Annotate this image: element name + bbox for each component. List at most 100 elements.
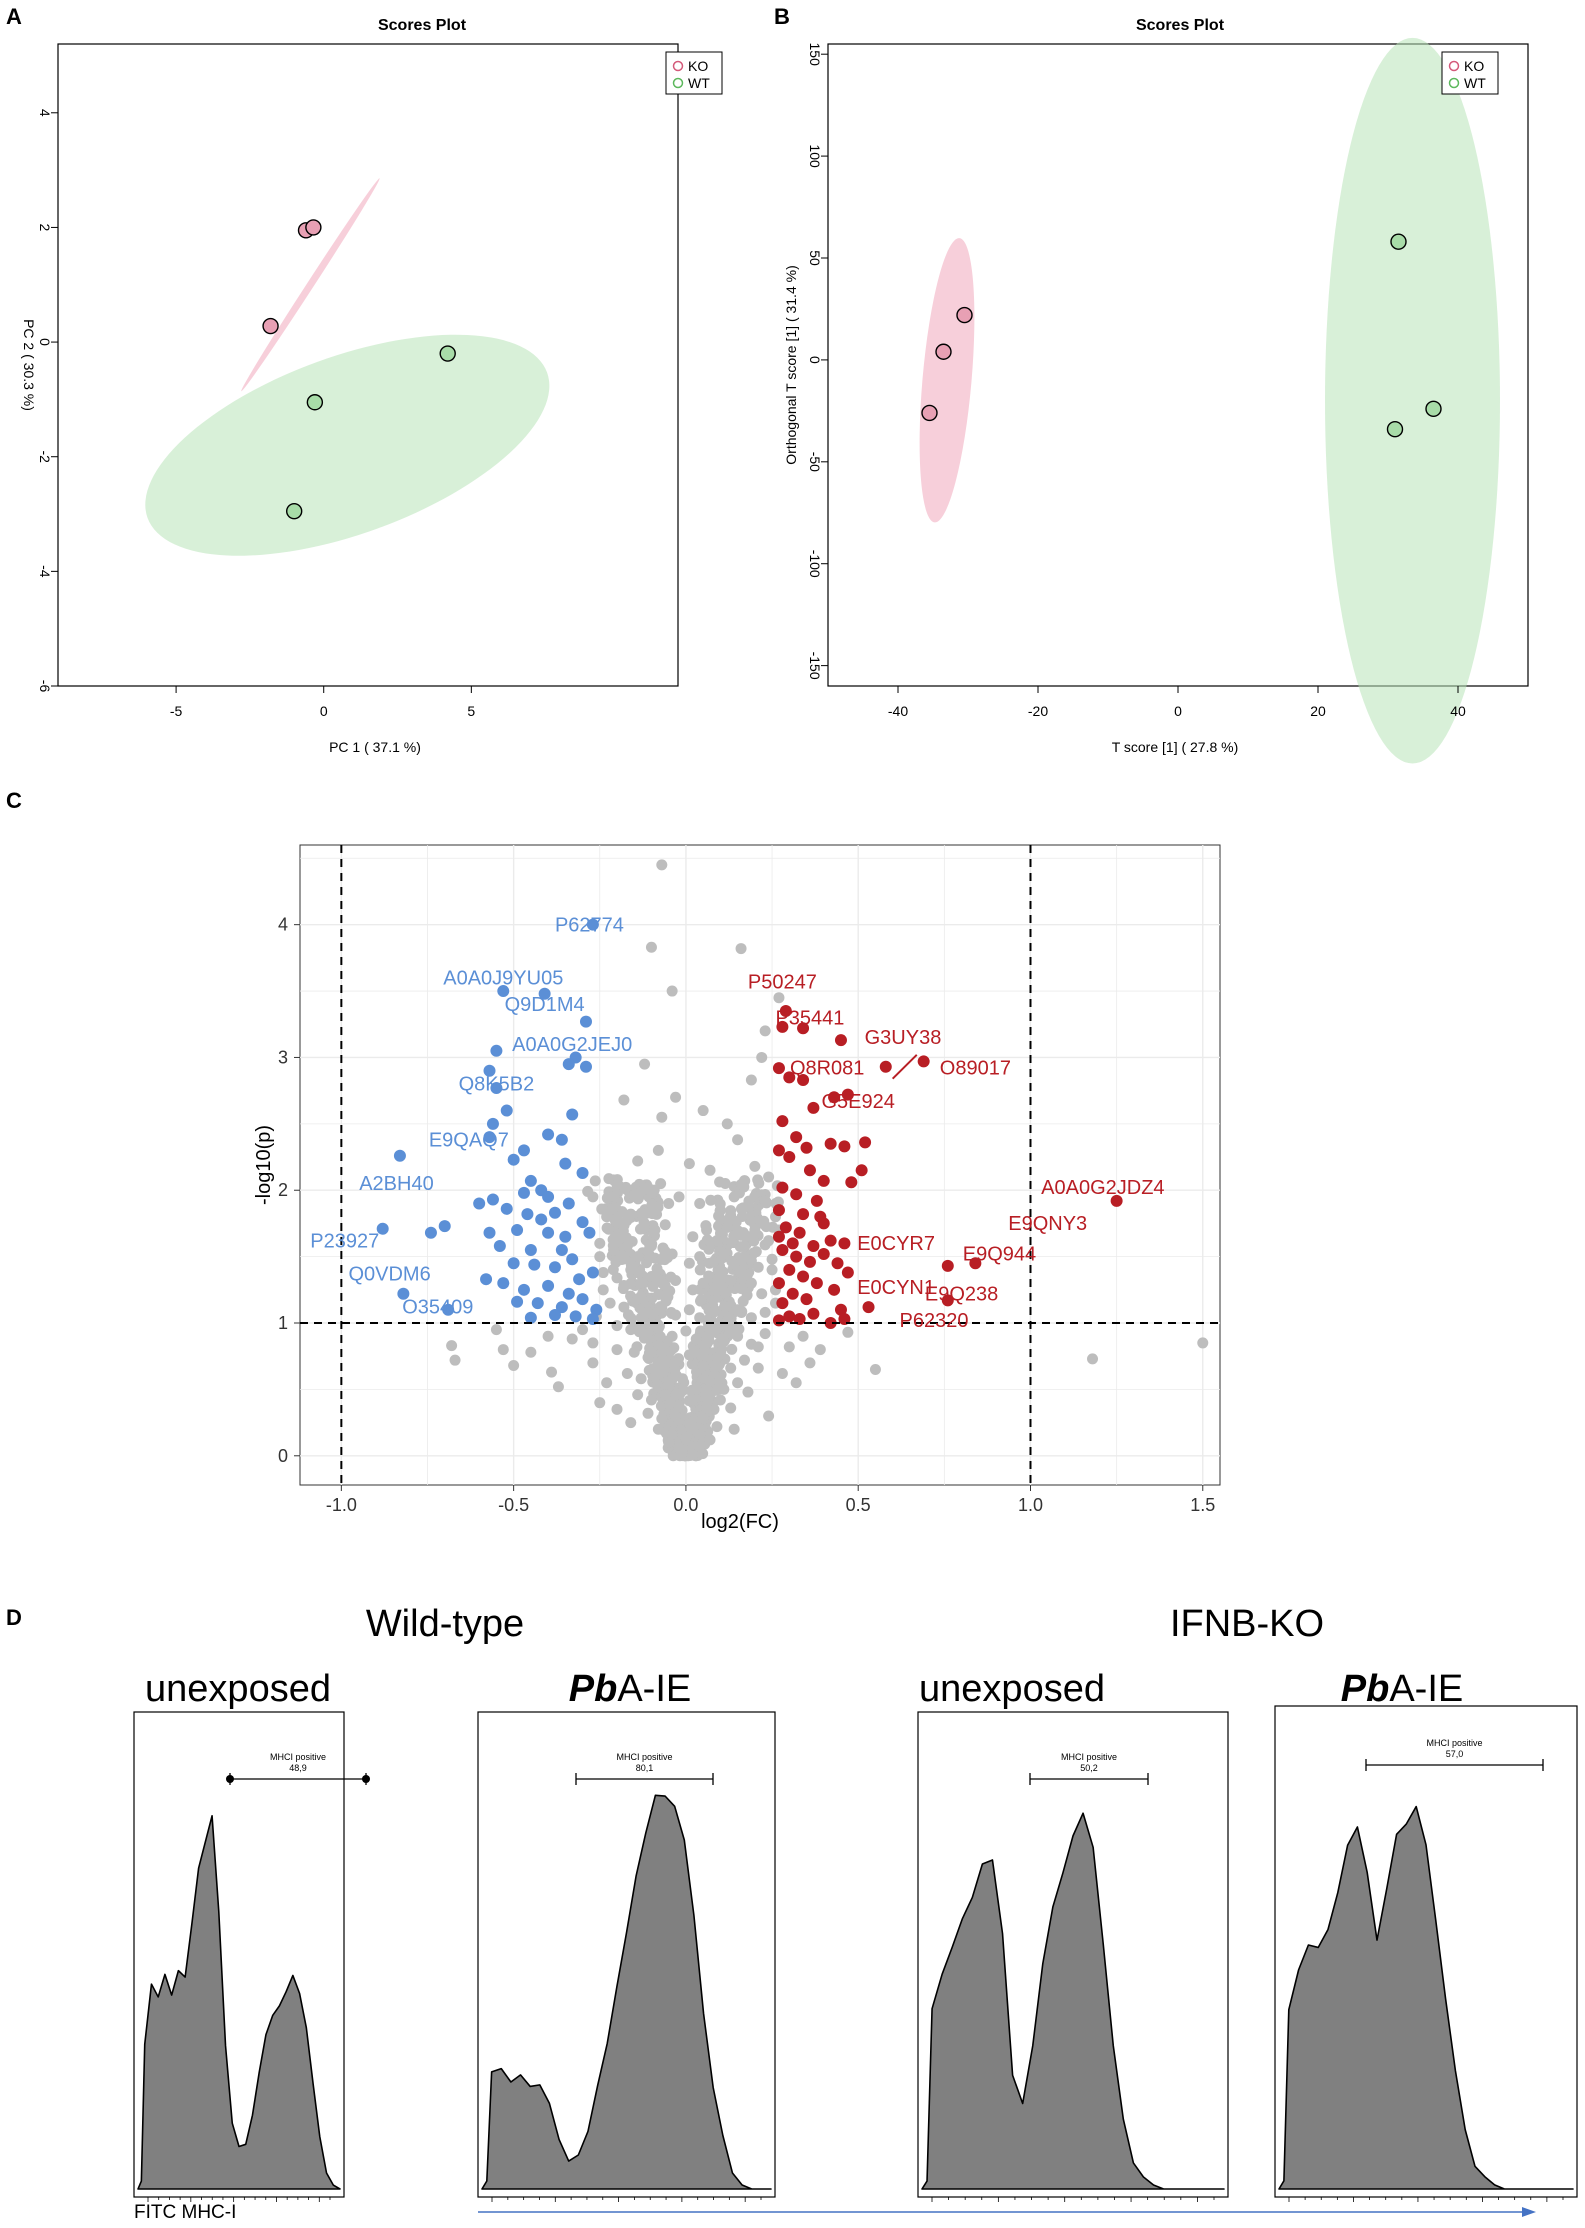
panel-d-axis-label: FITC MHC-I bbox=[134, 2202, 236, 2223]
b-point-ko bbox=[956, 306, 973, 324]
c-point-not-significant bbox=[714, 1204, 726, 1216]
c-label-up: O89017 bbox=[940, 1058, 1011, 1080]
c-point-up bbox=[793, 1226, 806, 1239]
c-point-not-significant bbox=[594, 1251, 606, 1263]
c-point-not-significant bbox=[649, 1370, 661, 1382]
c-point-not-significant bbox=[603, 1223, 615, 1235]
c-point-down bbox=[438, 1220, 451, 1233]
c-point-up bbox=[817, 1174, 830, 1187]
c-point-not-significant bbox=[542, 1330, 554, 1342]
c-point-up bbox=[776, 1181, 789, 1194]
c-point-down bbox=[555, 1133, 568, 1146]
b-point-ko bbox=[921, 404, 938, 422]
c-point-not-significant bbox=[745, 1277, 757, 1289]
c-point-not-significant bbox=[608, 1244, 620, 1256]
c-point-up bbox=[807, 1307, 820, 1320]
c-point-up bbox=[859, 1136, 872, 1149]
c-point-not-significant bbox=[642, 1245, 654, 1257]
c-point-down bbox=[517, 1283, 530, 1296]
c-point-not-significant bbox=[790, 1377, 802, 1389]
c-point-not-significant bbox=[759, 1328, 771, 1340]
c-point-not-significant bbox=[670, 1091, 682, 1103]
c-point-not-significant bbox=[745, 1074, 757, 1086]
c-point-not-significant bbox=[694, 1429, 706, 1441]
panel-a-legend-ko: KO bbox=[688, 58, 708, 74]
c-point-not-significant bbox=[656, 859, 668, 871]
c-point-not-significant bbox=[446, 1340, 458, 1352]
c-point-not-significant bbox=[651, 1379, 663, 1391]
c-point-not-significant bbox=[673, 1399, 685, 1411]
a-ytick-label: -2 bbox=[37, 450, 53, 463]
b-ytick-label: -150 bbox=[807, 652, 823, 680]
c-point-down bbox=[393, 1149, 406, 1162]
panel-a-xlabel: PC 1 ( 37.1 %) bbox=[329, 739, 421, 755]
c-point-down bbox=[569, 1310, 582, 1323]
c-point-down bbox=[511, 1224, 524, 1237]
c-point-not-significant bbox=[742, 1386, 754, 1398]
c-point-not-significant bbox=[654, 1331, 666, 1343]
c-point-not-significant bbox=[728, 1191, 740, 1203]
panel-d-subtitle-wt-pba-italic: Pb bbox=[569, 1668, 618, 1710]
b-ytick-label: 50 bbox=[807, 250, 823, 266]
c-point-not-significant bbox=[683, 1418, 695, 1430]
c-point-not-significant bbox=[618, 1094, 630, 1106]
c-point-not-significant bbox=[656, 1346, 668, 1358]
d-wt-pba-gate-value: 80,1 bbox=[636, 1763, 654, 1773]
c-point-not-significant bbox=[704, 1434, 716, 1446]
c-point-up bbox=[807, 1239, 820, 1252]
c-point-not-significant bbox=[632, 1389, 644, 1401]
c-point-up bbox=[824, 1137, 837, 1150]
c-point-not-significant bbox=[726, 1343, 738, 1355]
c-point-not-significant bbox=[725, 1275, 737, 1287]
a-point-wt bbox=[439, 345, 456, 362]
b-point-wt bbox=[1386, 421, 1404, 438]
c-point-up bbox=[790, 1250, 803, 1263]
c-point-not-significant bbox=[758, 1215, 770, 1227]
panel-b-title: Scores Plot bbox=[1136, 17, 1225, 34]
c-point-not-significant bbox=[642, 1306, 654, 1318]
a-point-wt bbox=[306, 394, 324, 411]
c-label-down: E9QAQ7 bbox=[429, 1129, 509, 1151]
a-point-wt bbox=[285, 502, 303, 520]
c-point-up bbox=[824, 1234, 837, 1247]
c-point-down bbox=[507, 1257, 520, 1270]
c-point-not-significant bbox=[645, 941, 657, 953]
c-point-not-significant bbox=[797, 1330, 809, 1342]
panel-c-volcano-plot: P62774 A0A0J9YU05 Q9D1M4 A0A0G2JEJ0 Q8K5B2 E9… bbox=[253, 844, 1221, 1533]
c-point-down bbox=[473, 1197, 486, 1210]
c-point-up bbox=[800, 1293, 813, 1306]
c-point-up bbox=[817, 1217, 830, 1230]
c-point-not-significant bbox=[759, 1025, 771, 1037]
panel-b-legend-marker-wt bbox=[1448, 77, 1460, 89]
c-point-down bbox=[490, 1044, 503, 1057]
c-point-down bbox=[566, 1253, 579, 1266]
panel-a-legend-box bbox=[665, 51, 723, 95]
c-point-down bbox=[531, 1297, 544, 1310]
c-point-not-significant bbox=[680, 1431, 692, 1443]
c-point-up bbox=[807, 1101, 820, 1114]
c-label-down: Q8K5B2 bbox=[459, 1074, 535, 1096]
panel-d-subtitle-wt-pba: PbA-IE bbox=[569, 1668, 691, 1710]
b-ytick-label: 150 bbox=[807, 43, 823, 67]
c-point-not-significant bbox=[607, 1264, 619, 1276]
c-point-up bbox=[803, 1255, 816, 1268]
c-point-up bbox=[828, 1283, 841, 1296]
c-point-not-significant bbox=[666, 985, 678, 997]
c-point-up bbox=[838, 1237, 851, 1250]
c-point-not-significant bbox=[759, 1195, 771, 1207]
c-point-not-significant bbox=[618, 1301, 630, 1313]
c-point-up bbox=[797, 1022, 810, 1035]
c-point-not-significant bbox=[842, 1326, 854, 1338]
panel-d-subtitle-wt-unexposed: unexposed bbox=[145, 1668, 331, 1710]
panel-d-subtitle-ko-unexposed: unexposed bbox=[919, 1668, 1105, 1710]
c-point-not-significant bbox=[635, 1373, 647, 1385]
a-confidence-ellipse-ko bbox=[241, 178, 380, 392]
c-label-down: A2BH40 bbox=[359, 1173, 434, 1195]
c-point-up bbox=[790, 1131, 803, 1144]
c-point-not-significant bbox=[639, 1221, 651, 1233]
c-point-not-significant bbox=[566, 1333, 578, 1345]
c-point-not-significant bbox=[694, 1198, 706, 1210]
c-point-up bbox=[772, 1144, 785, 1157]
c-point-up bbox=[776, 1115, 789, 1128]
